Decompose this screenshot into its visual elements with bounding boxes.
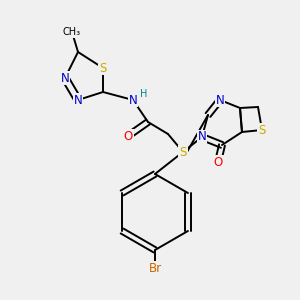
Text: O: O <box>123 130 133 142</box>
Text: S: S <box>179 146 187 158</box>
Text: S: S <box>99 61 107 74</box>
Text: N: N <box>61 71 69 85</box>
Text: CH₃: CH₃ <box>63 27 81 37</box>
Text: O: O <box>213 155 223 169</box>
Text: S: S <box>258 124 266 136</box>
Text: Br: Br <box>148 262 162 275</box>
Text: N: N <box>74 94 82 106</box>
Text: N: N <box>129 94 137 106</box>
Text: N: N <box>216 94 224 106</box>
Text: H: H <box>140 89 148 99</box>
Text: N: N <box>198 130 206 143</box>
